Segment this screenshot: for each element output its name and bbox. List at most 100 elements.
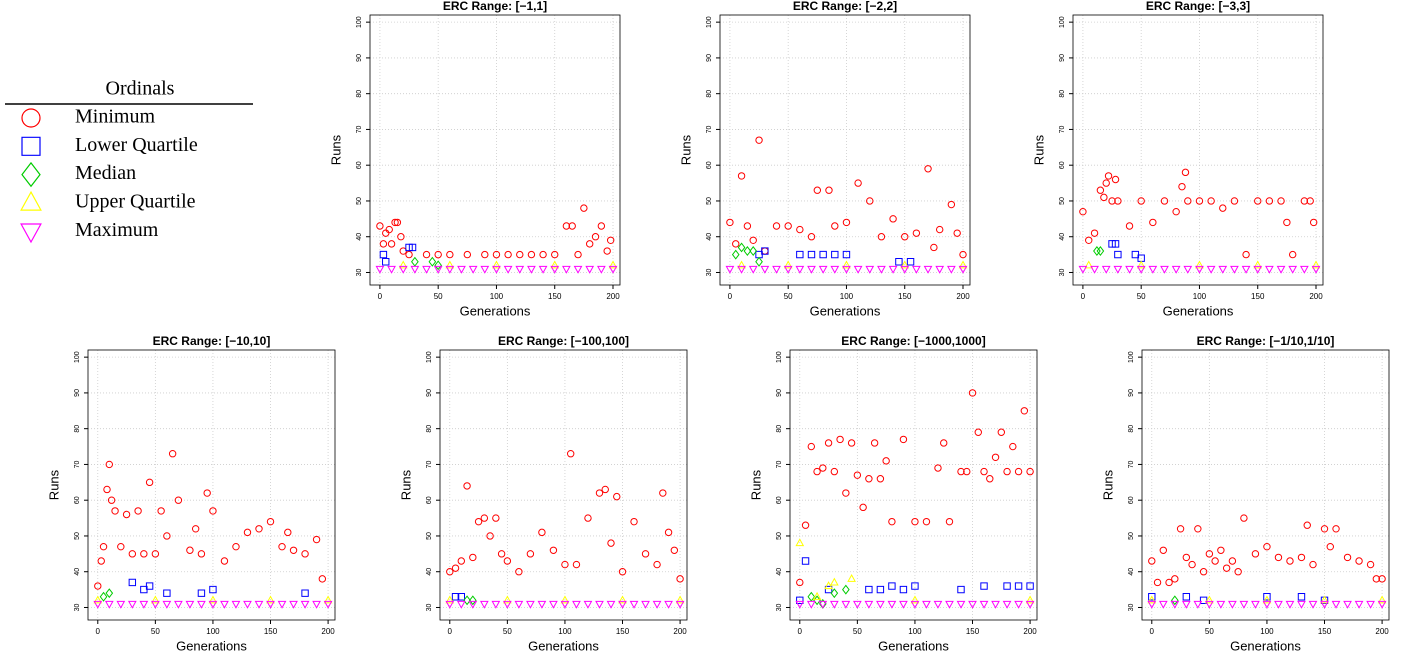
point: [398, 265, 408, 274]
point: [492, 265, 501, 274]
point: [1219, 204, 1227, 212]
point: [1148, 557, 1156, 565]
point: [1228, 600, 1237, 609]
point: [1111, 175, 1120, 184]
y-tick-label: 70: [74, 460, 81, 468]
point: [1195, 260, 1204, 269]
point: [1241, 265, 1251, 274]
y-tick-label: 100: [356, 16, 363, 28]
x-tick-label: 50: [1205, 627, 1214, 636]
point: [568, 222, 576, 230]
y-tick-label: 30: [356, 268, 363, 276]
point: [1125, 222, 1134, 230]
point: [1263, 543, 1271, 551]
point: [492, 260, 501, 269]
point: [737, 172, 746, 180]
point: [551, 250, 559, 259]
point: [761, 247, 769, 255]
point: [585, 240, 594, 248]
y-tick-label: 30: [1128, 603, 1135, 611]
point: [208, 595, 218, 604]
point: [968, 389, 977, 397]
point: [912, 229, 921, 237]
point: [726, 218, 734, 227]
point: [953, 229, 961, 237]
point: [385, 225, 393, 234]
point: [675, 600, 685, 609]
point: [411, 256, 419, 267]
point: [1020, 407, 1029, 415]
point: [145, 478, 154, 486]
point: [1026, 467, 1034, 476]
point: [824, 585, 833, 594]
point: [1254, 197, 1262, 205]
point: [836, 435, 844, 444]
point: [502, 595, 512, 604]
point: [812, 591, 822, 600]
point: [197, 600, 206, 609]
point: [796, 225, 804, 234]
point: [468, 595, 477, 606]
point: [847, 573, 856, 582]
y-tick-label: 70: [776, 460, 783, 468]
point: [842, 584, 850, 595]
point: [1311, 260, 1321, 269]
point: [277, 600, 287, 609]
panel-title: ERC Range: [−1000,1000]: [841, 334, 985, 348]
panel-title: ERC Range: [−3,3]: [1146, 0, 1250, 13]
point: [457, 265, 466, 274]
point: [111, 507, 119, 515]
point: [1217, 546, 1225, 554]
point: [801, 557, 810, 565]
point: [641, 600, 650, 609]
point: [1331, 600, 1341, 609]
y-tick-label: 50: [1059, 197, 1066, 205]
point: [128, 578, 137, 587]
y-tick-label: 80: [1059, 90, 1066, 98]
point: [737, 260, 746, 269]
point: [93, 600, 103, 609]
x-tick-label: 0: [728, 292, 733, 301]
x-tick-label: 0: [798, 627, 803, 636]
y-tick-label: 30: [1059, 268, 1066, 276]
point: [289, 546, 298, 554]
point: [1285, 600, 1295, 609]
point: [186, 546, 194, 554]
point: [1136, 265, 1146, 274]
point: [445, 260, 455, 269]
x-tick-label: 150: [548, 292, 562, 301]
point: [456, 600, 466, 609]
point: [445, 600, 455, 609]
point: [1170, 595, 1179, 606]
point: [122, 510, 131, 519]
point: [203, 489, 211, 497]
point: [387, 265, 396, 274]
point: [491, 600, 501, 609]
y-tick-label: 60: [74, 496, 81, 504]
point: [1100, 193, 1108, 202]
point: [1184, 197, 1192, 205]
y-tick-label: 40: [74, 568, 81, 576]
point: [947, 200, 956, 209]
point: [1096, 186, 1105, 194]
point: [549, 600, 558, 609]
point: [574, 250, 582, 259]
point: [831, 250, 839, 259]
point: [318, 575, 327, 583]
point: [128, 550, 137, 558]
point: [829, 600, 839, 609]
y-tick-label: 60: [1059, 161, 1066, 169]
panel: ERC Range: [−1,1] 0 50 100 150 200 30 40 50 60 70 8…: [328, 0, 621, 318]
point: [1277, 197, 1285, 205]
point: [486, 532, 494, 540]
y-tick-label: 60: [706, 161, 713, 169]
x-tick-label: 150: [264, 627, 278, 636]
y-tick-label: 40: [1059, 233, 1066, 241]
point: [1265, 197, 1274, 205]
point: [1228, 557, 1237, 565]
point: [749, 236, 757, 244]
point: [854, 179, 862, 187]
y-tick-label: 90: [426, 389, 433, 397]
point: [842, 260, 851, 269]
y-tick-label: 80: [1128, 425, 1135, 433]
